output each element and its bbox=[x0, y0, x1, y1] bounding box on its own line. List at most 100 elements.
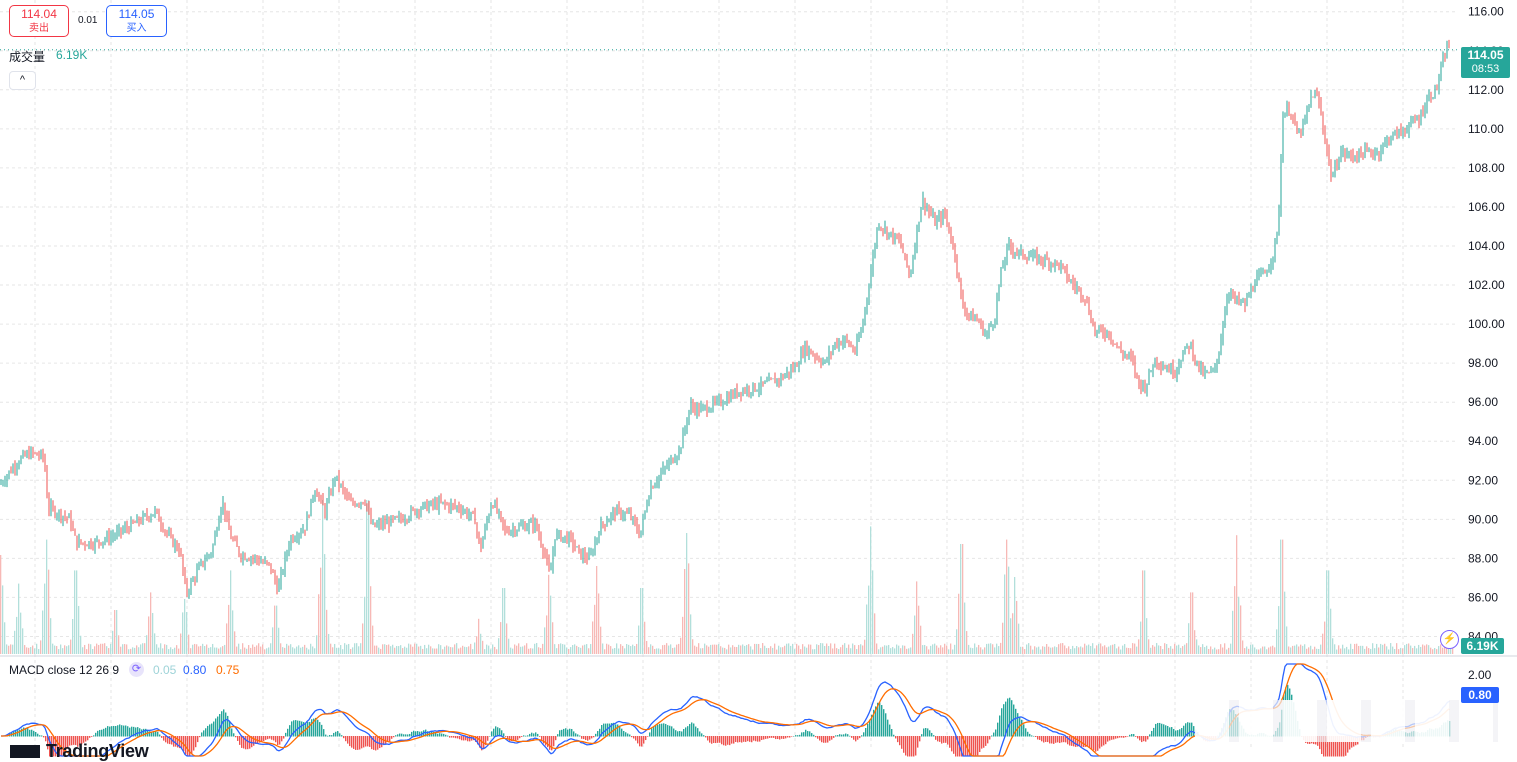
volume-bar bbox=[836, 648, 838, 654]
volume-bar bbox=[976, 647, 978, 654]
volume-bar bbox=[98, 644, 100, 654]
volume-bar bbox=[844, 643, 846, 654]
volume-bar bbox=[1088, 644, 1090, 654]
tradingview-logo[interactable]: TradingView bbox=[46, 741, 149, 761]
volume-bar bbox=[1198, 645, 1200, 654]
volume-bar bbox=[1278, 606, 1280, 654]
volume-bar bbox=[86, 649, 88, 654]
volume-bar bbox=[970, 647, 972, 654]
macd-hist-bar bbox=[343, 736, 345, 739]
macd-hist-bar bbox=[621, 728, 623, 737]
volume-bar bbox=[944, 643, 946, 654]
volume-bar bbox=[176, 645, 178, 654]
volume-bar bbox=[1428, 645, 1430, 654]
macd-hist-bar bbox=[785, 736, 787, 739]
macd-hist-bar bbox=[867, 723, 869, 737]
macd-hist-bar bbox=[329, 735, 331, 737]
volume-bar bbox=[1232, 610, 1234, 654]
volume-bar bbox=[400, 645, 402, 654]
macd-hist-bar bbox=[1047, 736, 1049, 743]
volume-bar bbox=[1004, 574, 1006, 654]
macd-hist-bar bbox=[563, 728, 565, 737]
macd-hist-bar bbox=[1109, 736, 1111, 741]
macd-hist-bar bbox=[395, 735, 397, 737]
volume-bar bbox=[234, 631, 236, 654]
volume-bar bbox=[270, 643, 272, 654]
volume-bar bbox=[348, 643, 350, 654]
macd-hist-bar bbox=[81, 736, 83, 745]
volume-bar bbox=[418, 646, 420, 654]
macd-hist-bar bbox=[169, 736, 171, 745]
volume-bar bbox=[258, 643, 260, 654]
volume-bar bbox=[1032, 649, 1034, 654]
volume-bar bbox=[1272, 645, 1274, 654]
macd-hist-bar bbox=[1345, 736, 1347, 756]
volume-bar bbox=[216, 647, 218, 654]
macd-hist-bar bbox=[17, 730, 19, 737]
macd-hist-bar bbox=[951, 736, 953, 752]
macd-hist-bar bbox=[381, 736, 383, 748]
volume-bar bbox=[1274, 647, 1276, 654]
macd-hist-bar bbox=[555, 736, 557, 741]
volume-bar bbox=[2, 585, 4, 654]
spread-value: 0.01 bbox=[78, 15, 98, 26]
volume-bar bbox=[160, 643, 162, 654]
volume-bar bbox=[928, 649, 930, 654]
volume-bar bbox=[440, 645, 442, 654]
macd-legend-label[interactable]: MACD close 12 26 9 bbox=[9, 663, 120, 677]
buy-price: 114.05 bbox=[118, 7, 155, 21]
volume-bar bbox=[1356, 643, 1358, 654]
macd-hist-bar bbox=[919, 736, 921, 742]
volume-bar bbox=[180, 633, 182, 654]
macd-hist-bar bbox=[1149, 734, 1151, 737]
volume-bar bbox=[922, 645, 924, 654]
macd-hist-bar bbox=[583, 736, 585, 740]
volume-bar bbox=[676, 644, 678, 654]
volume-bar bbox=[454, 644, 456, 654]
volume-bar bbox=[930, 645, 932, 654]
volume-bar bbox=[482, 640, 484, 654]
macd-hist-bar bbox=[1179, 729, 1181, 737]
volume-bar bbox=[1168, 647, 1170, 654]
macd-hist-bar bbox=[751, 736, 753, 743]
volume-bar bbox=[274, 605, 276, 654]
volume-bar bbox=[584, 644, 586, 654]
volume-bar bbox=[652, 645, 654, 654]
volume-bar bbox=[380, 648, 382, 654]
volume-bar bbox=[772, 647, 774, 654]
price-axis[interactable]: 116.00114.00112.00110.00108.00106.00104.… bbox=[1468, 5, 1505, 644]
volume-bar bbox=[236, 646, 238, 654]
lightning-icon[interactable]: ⚡ bbox=[1440, 630, 1459, 649]
volume-bar bbox=[332, 647, 334, 654]
macd-hist-bar bbox=[105, 727, 107, 737]
macd-hist-bar bbox=[83, 736, 85, 743]
volume-bar bbox=[940, 645, 942, 654]
collapse-legend-button[interactable]: ^ bbox=[9, 71, 36, 90]
volume-bar bbox=[444, 646, 446, 654]
volume-bar bbox=[668, 645, 670, 654]
refresh-icon[interactable]: ⟳ bbox=[129, 662, 144, 677]
macd-hist-bar bbox=[507, 736, 509, 740]
volume-bar bbox=[304, 644, 306, 654]
volume-bar bbox=[604, 649, 606, 654]
buy-button[interactable]: 114.05 买入 bbox=[106, 5, 167, 37]
macd-hist-bar bbox=[743, 736, 745, 742]
volume-bar bbox=[376, 645, 378, 654]
macd-hist-bar bbox=[839, 734, 841, 737]
macd-hist-bar bbox=[107, 726, 109, 737]
macd-hist-bar bbox=[459, 736, 461, 740]
volume-bar bbox=[1114, 643, 1116, 654]
macd-hist-bar bbox=[85, 736, 87, 742]
volume-bar bbox=[868, 585, 870, 654]
volume-bar bbox=[620, 644, 622, 654]
volume-bar bbox=[1292, 645, 1294, 654]
macd-hist-bar bbox=[985, 736, 987, 746]
volume-bar bbox=[1270, 646, 1272, 654]
volume-bar bbox=[942, 647, 944, 654]
volume-bar bbox=[1134, 643, 1136, 654]
macd-hist-bar bbox=[1331, 736, 1333, 757]
sell-button[interactable]: 114.04 卖出 bbox=[9, 5, 69, 37]
macd-hist-bar bbox=[713, 736, 715, 743]
volume-bar bbox=[1402, 648, 1404, 654]
